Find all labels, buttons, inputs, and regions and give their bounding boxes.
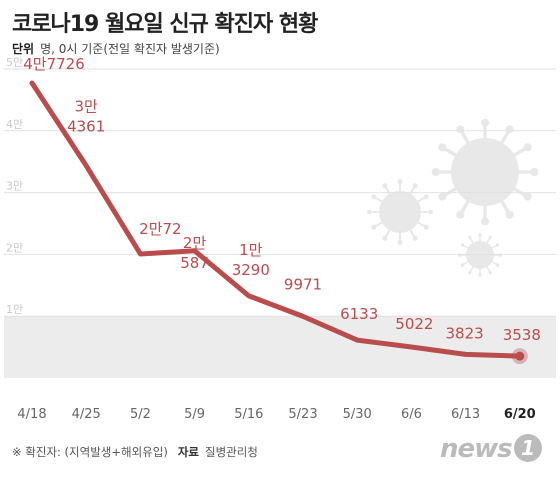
virus-spike-tip xyxy=(523,192,532,201)
series-line xyxy=(29,80,523,359)
last-point-marker xyxy=(515,351,525,361)
virus-spike-tip xyxy=(478,233,482,237)
series-line-group xyxy=(29,80,528,365)
virus-spike-tip xyxy=(460,263,465,267)
y-tick-label: 2만 xyxy=(6,241,23,254)
virus-spike-tip xyxy=(397,239,403,245)
footnote: ※ 확진자: (지역발생+해외유입) 자료 질병관리청 xyxy=(12,444,258,460)
y-axis-ticks: 1만 2만 3만 4만 5만 xyxy=(6,56,23,316)
virus-spike-tip xyxy=(478,273,482,277)
y-tick-label: 1만 xyxy=(6,303,23,316)
virus-spike-tip xyxy=(523,143,532,152)
virus-spike-tip xyxy=(371,194,377,200)
x-tick-label: 6/20 xyxy=(504,407,536,422)
virus-spike-tip xyxy=(412,235,418,241)
source-text: 질병관리청 xyxy=(204,445,258,459)
virus-spike-tip xyxy=(397,179,403,185)
source-label: 자료 xyxy=(177,445,199,459)
value-label: 3만 xyxy=(75,98,99,116)
unit-row: 단위 명, 0시 기준(전일 확진자 발생기준) xyxy=(12,40,220,57)
y-tick-label: 5만 xyxy=(6,56,23,69)
virus-spike-tip xyxy=(530,167,539,177)
virus-spike-tip xyxy=(456,210,465,219)
news1-logo: news 1 xyxy=(440,434,542,464)
virus-spike-tip xyxy=(495,263,500,267)
x-tick-label: 5/2 xyxy=(130,407,151,422)
virus-decoration xyxy=(367,118,539,277)
value-label: 2만72 xyxy=(139,220,181,238)
x-tick-label: 4/25 xyxy=(72,407,101,422)
virus-spike-tip xyxy=(382,235,388,241)
y-tick-label: 4만 xyxy=(6,118,23,131)
value-label: 6133 xyxy=(340,305,378,323)
virus-spike-tip xyxy=(412,183,418,189)
x-tick-label: 5/23 xyxy=(288,407,317,422)
value-label: 2만 xyxy=(183,234,207,252)
x-tick-label: 5/30 xyxy=(343,407,372,422)
virus-spike-tip xyxy=(480,217,490,226)
x-tick-label: 4/18 xyxy=(17,407,46,422)
virus-spike-tip xyxy=(423,224,429,230)
grid-lines xyxy=(4,68,556,378)
virus-icon-small xyxy=(458,233,502,277)
virus-spike-tip xyxy=(438,192,447,201)
virus-spike-tip xyxy=(495,243,500,247)
x-axis-ticks: 4/18 4/25 5/2 5/9 5/16 5/23 5/30 6/6 6/13 6/20 xyxy=(17,407,535,422)
value-label: 3538 xyxy=(503,326,541,344)
virus-spike-tip xyxy=(382,183,388,189)
x-tick-label: 6/6 xyxy=(401,407,422,422)
virus-spike-tip xyxy=(371,224,377,230)
unit-label: 단위 xyxy=(12,42,35,56)
virus-spike-tip xyxy=(438,143,447,152)
virus-spike-tip xyxy=(431,167,440,177)
x-tick-label: 5/9 xyxy=(184,407,205,422)
virus-spike-tip xyxy=(456,125,465,134)
chart-title: 코로나19 월요일 신규 확진자 현황 xyxy=(12,12,318,37)
virus-body xyxy=(451,138,519,206)
virus-spike-tip xyxy=(488,270,492,275)
virus-spike-tip xyxy=(505,125,514,134)
virus-spike-tip xyxy=(480,118,490,127)
y-tick-label: 3만 xyxy=(6,180,23,193)
virus-spike-tip xyxy=(505,210,514,219)
value-label: 4만7726 xyxy=(23,55,85,73)
virus-spike-tip xyxy=(367,209,373,215)
footnote-note: ※ 확진자: (지역발생+해외유입) xyxy=(12,445,168,459)
value-label: 4361 xyxy=(67,118,105,136)
x-tick-label: 6/13 xyxy=(451,407,480,422)
value-label: 3823 xyxy=(446,324,484,342)
low-band xyxy=(4,316,556,378)
logo-text: news xyxy=(440,434,513,464)
virus-spike-tip xyxy=(460,243,465,247)
virus-spike-tip xyxy=(427,209,433,215)
logo-mark: 1 xyxy=(513,434,542,462)
virus-icon-large xyxy=(431,118,539,226)
virus-body xyxy=(379,191,421,233)
virus-spike-tip xyxy=(488,235,492,240)
value-label: 3290 xyxy=(232,261,270,279)
value-label: 9971 xyxy=(284,275,322,293)
x-tick-label: 5/16 xyxy=(234,407,263,422)
virus-spike-tip xyxy=(468,270,472,275)
virus-spike-tip xyxy=(498,253,502,257)
virus-body xyxy=(466,241,494,269)
value-label: 1만 xyxy=(239,241,263,259)
unit-text: 명, 0시 기준(전일 확진자 발생기준) xyxy=(40,42,220,56)
virus-spike-tip xyxy=(423,194,429,200)
value-label: 5022 xyxy=(395,315,433,333)
virus-spike-tip xyxy=(468,235,472,240)
virus-spike-tip xyxy=(458,253,462,257)
virus-icon-medium xyxy=(367,179,433,245)
value-label: 587 xyxy=(180,254,209,272)
